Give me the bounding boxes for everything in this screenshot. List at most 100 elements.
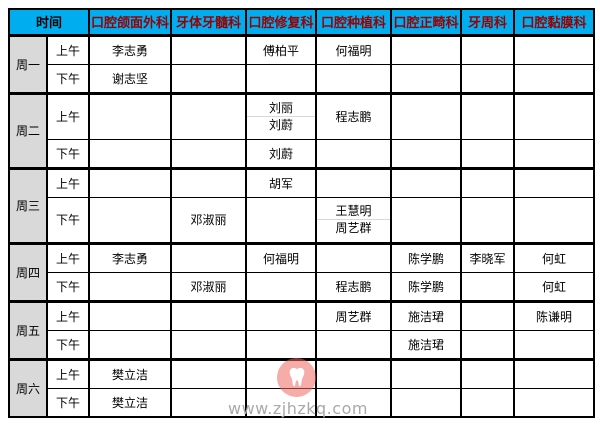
day-cell: 周二 — [8, 91, 48, 169]
schedule-cell — [315, 387, 393, 418]
schedule-cell: 施洁珺 — [390, 299, 463, 331]
day-cell: 周一 — [8, 33, 48, 94]
session-cell: 下午 — [45, 63, 91, 94]
doctor-name: 谢志坚 — [112, 71, 149, 86]
header-dept: 口腔修复科 — [245, 8, 318, 36]
schedule-cell — [245, 299, 318, 331]
schedule-cell — [245, 387, 318, 418]
schedule-cell — [513, 33, 596, 65]
doctor-name: 周艺群 — [335, 309, 372, 324]
doctor-name: 李志勇 — [112, 251, 149, 266]
schedule-cell — [245, 271, 318, 302]
schedule-row: 周一 上午 李志勇 傅柏平 何福明 — [8, 33, 596, 94]
schedule-cell: 李晓军 — [460, 241, 516, 273]
doctor-name: 陈学鹏 — [408, 251, 445, 266]
schedule-cell — [170, 357, 248, 389]
schedule-cell — [315, 63, 393, 94]
schedule-cell: 李志勇 — [88, 33, 173, 65]
schedule-row: 下午 邓淑丽 王慧明 周艺群 — [9, 196, 596, 244]
schedule-cell — [390, 196, 463, 244]
doctor-name: 施洁珺 — [408, 337, 445, 352]
schedule-cell: 陈学鹏 — [390, 241, 463, 273]
schedule-cell — [170, 329, 248, 360]
doctor-name: 李晓军 — [469, 251, 506, 266]
schedule-cell — [460, 387, 516, 418]
doctor-name: 刘丽 — [269, 101, 294, 115]
doctor-name: 何虹 — [542, 279, 567, 294]
schedule-cell: 李志勇 — [88, 241, 173, 273]
doctor-name: 周艺群 — [318, 219, 390, 236]
schedule-cell — [88, 166, 173, 198]
schedule-cell — [390, 357, 463, 389]
schedule-cell — [170, 241, 248, 273]
schedule-row: 下午 施洁珺 — [9, 329, 596, 360]
schedule-cell — [170, 166, 248, 198]
day-cell: 周五 — [8, 299, 48, 360]
schedule-cell — [88, 299, 173, 331]
schedule-cell: 邓淑丽 — [170, 196, 248, 244]
schedule-cell: 陈谦明 — [513, 299, 596, 331]
schedule-cell: 程志鹏 — [315, 271, 393, 302]
schedule-cell — [170, 299, 248, 331]
schedule-cell — [460, 329, 516, 360]
day-cell: 周六 — [8, 357, 48, 418]
doctor-name: 施洁珺 — [408, 309, 445, 324]
header-row: 时间 口腔颌面外科 牙体牙髓科 口腔修复科 口腔种植科 口腔正畸科 牙周科 口腔黏膜科 — [7, 8, 596, 36]
header-dept: 口腔种植科 — [315, 8, 393, 36]
schedule-cell — [245, 196, 318, 244]
schedule-cell — [460, 33, 516, 65]
schedule-cell: 何福明 — [245, 241, 318, 273]
schedule-cell — [513, 63, 596, 94]
doctor-name: 樊立洁 — [112, 367, 149, 382]
session-cell: 上午 — [45, 166, 91, 198]
schedule-cell — [460, 196, 516, 244]
doctor-name: 樊立洁 — [112, 395, 149, 410]
session-cell: 下午 — [45, 387, 91, 418]
doctor-name: 程志鹏 — [335, 279, 372, 294]
schedule-cell — [170, 91, 248, 140]
schedule-row: 周二 上午 刘丽 刘蔚 程志鹏 — [8, 91, 596, 169]
schedule-cell — [513, 196, 596, 244]
header-dept: 口腔颌面外科 — [88, 8, 173, 36]
schedule-cell — [460, 357, 516, 389]
schedule-cell — [513, 329, 596, 360]
schedule-cell — [88, 196, 173, 244]
schedule-row: 下午 邓淑丽 程志鹏 陈学鹏 何虹 — [9, 271, 596, 302]
schedule-cell — [170, 387, 248, 418]
schedule-row: 周四 上午 李志勇 何福明 陈学鹏 李晓军 何虹 — [8, 241, 596, 302]
schedule-cell: 何福明 — [315, 33, 393, 65]
schedule-row: 下午 刘蔚 — [9, 138, 596, 169]
schedule-cell — [460, 271, 516, 302]
header-dept: 口腔黏膜科 — [513, 8, 596, 36]
schedule-cell — [460, 299, 516, 331]
schedule-cell: 刘丽 刘蔚 — [245, 91, 318, 140]
schedule-row: 周三 上午 胡军 — [8, 166, 596, 244]
doctor-name: 刘蔚 — [269, 146, 294, 161]
schedule-cell: 樊立洁 — [88, 357, 173, 389]
schedule-cell: 樊立洁 — [88, 387, 173, 418]
doctor-name: 何福明 — [263, 251, 300, 266]
session-cell: 下午 — [45, 138, 91, 169]
schedule-cell — [245, 63, 318, 94]
session-cell: 下午 — [45, 196, 91, 244]
schedule-cell: 程志鹏 — [315, 91, 393, 140]
schedule-cell — [315, 241, 393, 273]
schedule-cell — [88, 138, 173, 169]
doctor-name: 刘蔚 — [248, 116, 315, 133]
schedule-cell — [460, 63, 516, 94]
day-cell: 周三 — [8, 166, 48, 244]
schedule-row: 周五 上午 周艺群 施洁珺 陈谦明 — [8, 299, 596, 360]
session-cell: 下午 — [45, 271, 91, 302]
schedule-cell: 何虹 — [513, 241, 596, 273]
schedule-cell — [513, 357, 596, 389]
schedule-row: 周六 上午 樊立洁 — [8, 357, 596, 418]
schedule-cell — [460, 166, 516, 198]
schedule-cell: 周艺群 — [315, 299, 393, 331]
schedule-cell — [88, 271, 173, 302]
schedule-cell — [513, 166, 596, 198]
session-cell: 下午 — [45, 329, 91, 360]
schedule-cell — [88, 329, 173, 360]
schedule-cell: 傅柏平 — [245, 33, 318, 65]
header-dept: 牙体牙髓科 — [170, 8, 248, 36]
